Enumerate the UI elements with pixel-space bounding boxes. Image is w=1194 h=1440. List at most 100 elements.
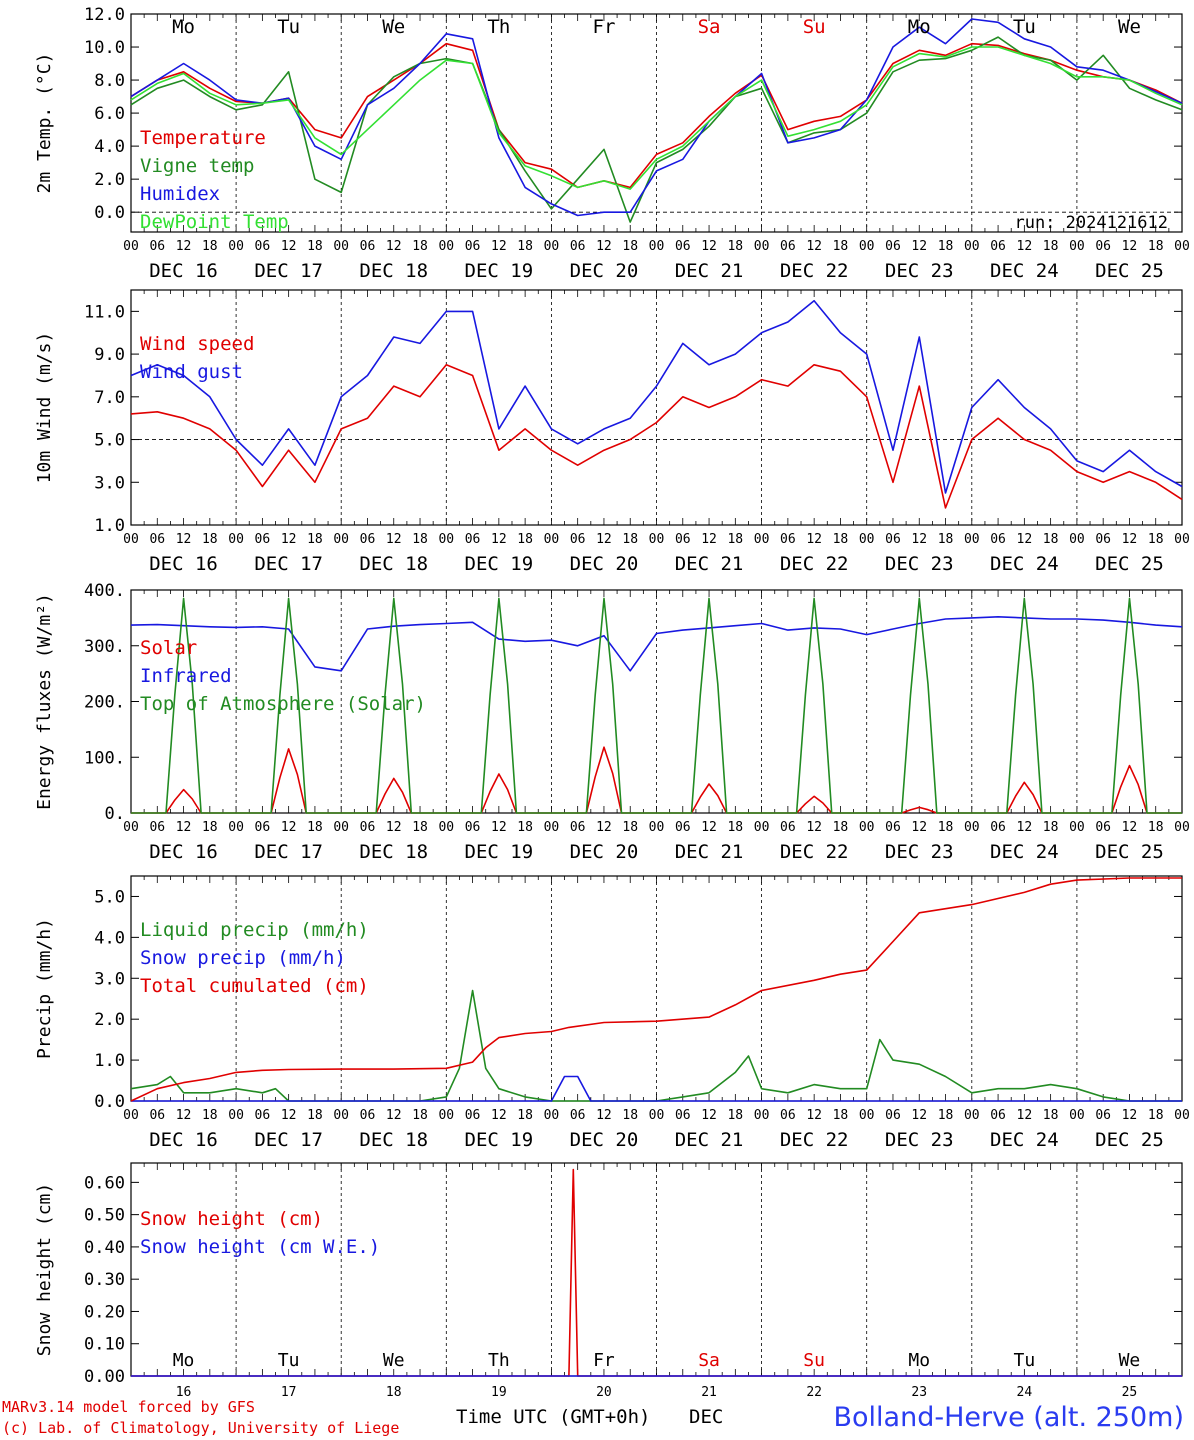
hour-label: 00 — [1069, 1108, 1085, 1123]
hour-label: 12 — [281, 1108, 297, 1123]
hour-label: 00 — [333, 1108, 349, 1123]
date-label: DEC 16 — [149, 1129, 218, 1151]
y-tick-label: 0.0 — [94, 1092, 125, 1112]
series-line-humidex — [130, 18, 1183, 217]
y-tick-label: 5.0 — [94, 431, 125, 451]
hour-label: 12 — [281, 820, 297, 835]
legend-entry: Temperature — [140, 127, 266, 149]
hour-label: 18 — [202, 239, 218, 254]
y-tick-label: 6.0 — [94, 104, 125, 124]
hour-label: 18 — [412, 820, 428, 835]
date-label: DEC 22 — [780, 260, 849, 282]
legend-entry: Vigne temp — [140, 155, 254, 177]
hour-label: 12 — [176, 1108, 192, 1123]
hour-label: 06 — [360, 820, 376, 835]
hour-label: 18 — [517, 532, 533, 547]
hour-label: 00 — [964, 532, 980, 547]
legend-entry: Total cumulated (cm) — [140, 975, 369, 997]
time-axis-label: Time UTC (GMT+0h) — [456, 1406, 651, 1428]
day-number-label: 25 — [1122, 1385, 1138, 1400]
y-tick-label: 12.0 — [84, 5, 125, 25]
date-label: DEC 23 — [885, 260, 954, 282]
date-label: DEC 20 — [570, 1129, 639, 1151]
credit-line-1: MARv3.14 model forced by GFS — [2, 1398, 255, 1416]
legend-entry: Top of Atmosphere (Solar) — [140, 693, 426, 715]
hour-label: 12 — [491, 1108, 507, 1123]
series-line-wind-speed — [130, 363, 1183, 509]
run-annotation: run: 2024121612 — [1014, 213, 1168, 233]
hour-label: 06 — [570, 820, 586, 835]
hour-label: 06 — [780, 820, 796, 835]
series-line-dewpoint-temp — [130, 46, 1183, 190]
hour-label: 00 — [544, 820, 560, 835]
date-label: DEC 22 — [780, 553, 849, 575]
hour-label: 00 — [754, 820, 770, 835]
hour-label: 12 — [701, 1108, 717, 1123]
station-label: Bolland-Herve (alt. 250m) — [833, 1402, 1184, 1433]
hour-label: 00 — [754, 532, 770, 547]
date-label: DEC 18 — [359, 553, 428, 575]
y-tick-label: 0.0 — [94, 203, 125, 223]
weekday-label: Th — [488, 1350, 510, 1371]
hour-label: 00 — [438, 239, 454, 254]
y-tick-label: 300. — [84, 637, 125, 657]
hour-label: 18 — [1043, 532, 1059, 547]
legend-entry: Snow height (cm) — [140, 1208, 323, 1230]
hour-label: 12 — [1017, 532, 1033, 547]
legend-entry: DewPoint Temp — [140, 211, 289, 233]
hour-label: 00 — [859, 820, 875, 835]
day-number-label: 18 — [386, 1385, 402, 1400]
hour-label: 12 — [701, 820, 717, 835]
weekday-label: Th — [487, 16, 510, 38]
credit-line-2: (c) Lab. of Climatology, University of L… — [2, 1419, 400, 1437]
date-label: DEC 21 — [675, 1129, 744, 1151]
date-label: DEC 24 — [990, 841, 1059, 863]
hour-label: 12 — [491, 820, 507, 835]
day-number-label: 17 — [281, 1385, 297, 1400]
hour-label: 12 — [176, 820, 192, 835]
hour-label: 06 — [885, 1108, 901, 1123]
hour-label: 12 — [281, 532, 297, 547]
day-number-label: 19 — [491, 1385, 507, 1400]
hour-label: 18 — [622, 1108, 638, 1123]
hour-label: 18 — [622, 532, 638, 547]
hour-label: 00 — [1174, 1108, 1190, 1123]
date-label: DEC 20 — [570, 841, 639, 863]
date-label: DEC 19 — [465, 553, 534, 575]
hour-label: 18 — [833, 239, 849, 254]
y-tick-label: 7.0 — [94, 388, 125, 408]
hour-label: 18 — [412, 1108, 428, 1123]
hour-label: 00 — [438, 532, 454, 547]
date-label: DEC 23 — [885, 1129, 954, 1151]
series-line-infrared — [130, 615, 1183, 672]
hour-label: 06 — [255, 1108, 271, 1123]
weekday-label: Su — [803, 16, 826, 38]
hour-label: 06 — [465, 1108, 481, 1123]
hour-label: 06 — [675, 1108, 691, 1123]
hour-label: 12 — [176, 532, 192, 547]
hour-label: 12 — [911, 820, 927, 835]
hour-label: 00 — [333, 239, 349, 254]
y-tick-label: 0.50 — [84, 1206, 125, 1226]
hour-label: 18 — [938, 532, 954, 547]
hour-label: 00 — [544, 532, 560, 547]
hour-label: 00 — [859, 239, 875, 254]
date-label: DEC 22 — [780, 1129, 849, 1151]
hour-label: 00 — [123, 532, 139, 547]
hour-label: 12 — [806, 1108, 822, 1123]
hour-label: 18 — [938, 239, 954, 254]
hour-label: 18 — [307, 820, 323, 835]
series-line-top-of-atmosphere-solar- — [131, 597, 1182, 814]
hour-label: 06 — [780, 1108, 796, 1123]
hour-label: 00 — [228, 820, 244, 835]
hour-label: 00 — [649, 1108, 665, 1123]
hour-label: 00 — [438, 1108, 454, 1123]
chart-panel-2: 1.0 3.0 5.0 7.0 9.0 11.0 10m Wind (m/s) Wind sp… — [34, 289, 1190, 575]
y-tick-label: 10.0 — [84, 38, 125, 58]
hour-label: 06 — [990, 1108, 1006, 1123]
hour-label: 00 — [859, 532, 875, 547]
hour-label: 12 — [911, 532, 927, 547]
y-axis-label: Energy fluxes (W/m²) — [34, 593, 55, 810]
hour-label: 12 — [1017, 239, 1033, 254]
hour-label: 12 — [701, 532, 717, 547]
